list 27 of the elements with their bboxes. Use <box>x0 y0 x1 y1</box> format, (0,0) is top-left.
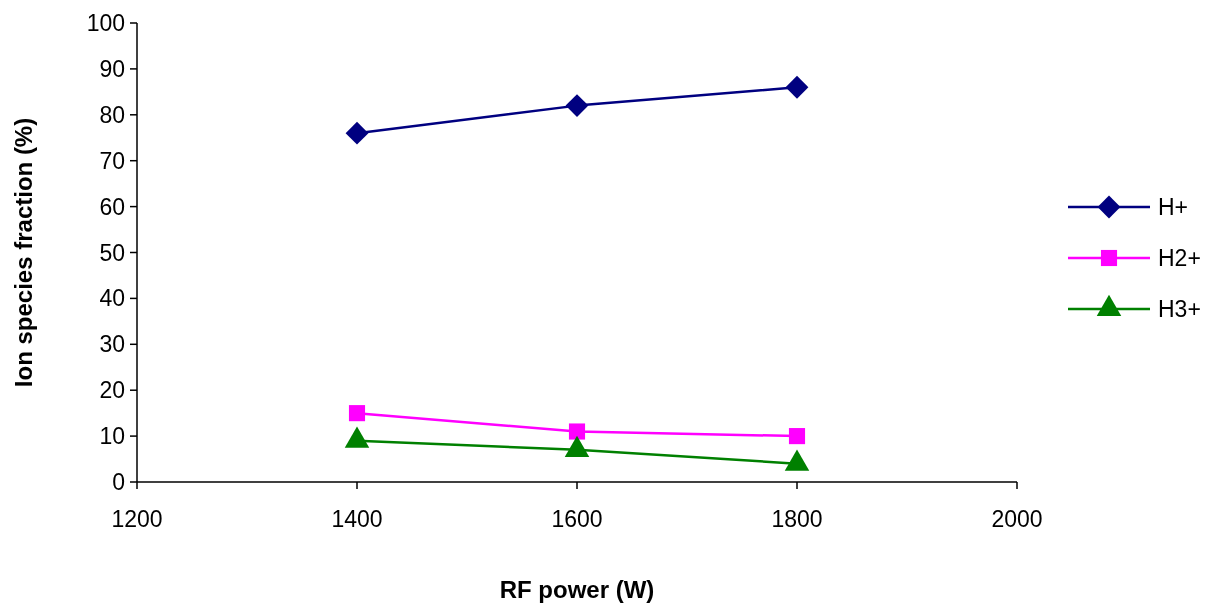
y-axis-title: Ion species fraction (%) <box>10 117 37 388</box>
y-tick-label: 20 <box>99 377 125 404</box>
point <box>344 426 370 448</box>
y-tick-label: 50 <box>99 239 125 266</box>
legend-label: H2+ <box>1158 245 1201 272</box>
y-tick-label: 10 <box>99 423 125 450</box>
y-tick-label: 90 <box>99 55 125 82</box>
x-tick-label: 2000 <box>991 506 1043 532</box>
x-tick-label: 1800 <box>771 506 823 532</box>
legend-label: H3+ <box>1158 296 1201 323</box>
y-tick-label: 70 <box>99 147 125 174</box>
x-tick-label: 1400 <box>331 506 383 532</box>
y-tick-label: 60 <box>99 193 125 220</box>
point <box>345 121 369 145</box>
point <box>785 75 809 99</box>
point <box>784 449 810 471</box>
point <box>565 94 589 118</box>
x-tick-label: 1600 <box>551 506 603 532</box>
y-tick-label: 100 <box>86 10 125 37</box>
point <box>564 435 590 457</box>
y-tick-label: 40 <box>99 285 125 312</box>
x-tick-label: 1200 <box>111 506 163 532</box>
legend-label: H+ <box>1158 194 1189 221</box>
y-tick-label: 80 <box>99 101 125 128</box>
y-tick-label: 0 <box>112 469 125 496</box>
y-tick-label: 30 <box>99 331 125 358</box>
x-axis-title: RF power (W) <box>499 576 655 603</box>
